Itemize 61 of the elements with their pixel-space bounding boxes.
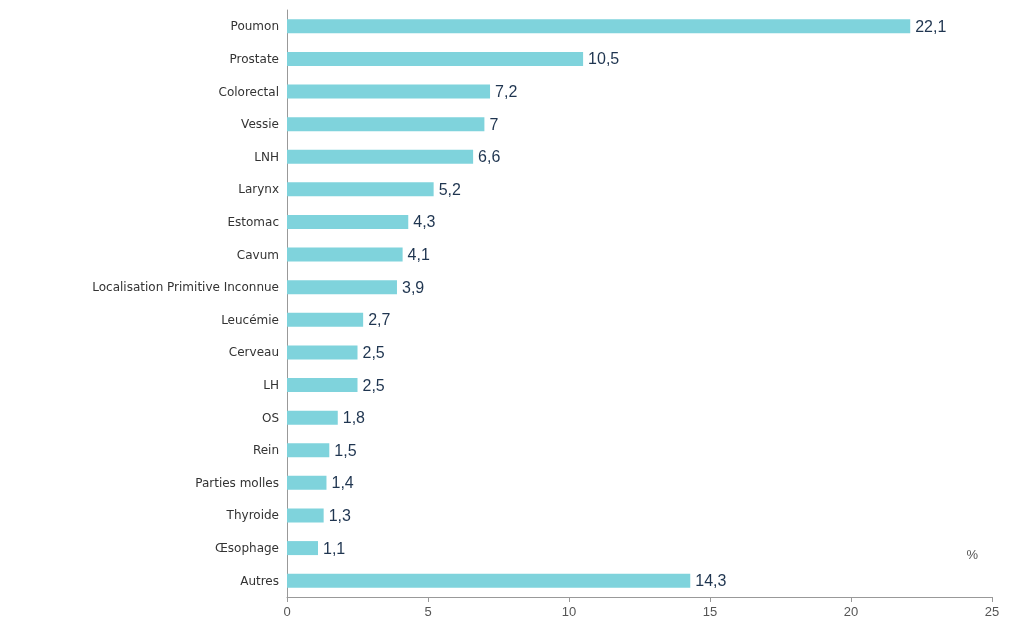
y-tick-label: Œsophage <box>214 541 279 556</box>
y-tick-label: Vessie <box>241 117 279 132</box>
bar <box>287 508 324 523</box>
data-label: 4,1 <box>407 246 430 264</box>
x-tick-label: 15 <box>702 604 718 619</box>
bar <box>287 443 330 458</box>
bar <box>287 312 364 327</box>
bar <box>287 84 491 99</box>
x-tick-label: 25 <box>984 604 1000 619</box>
bar <box>287 149 474 164</box>
y-tick-label: Cavum <box>236 247 279 262</box>
x-tick-label: 5 <box>424 604 432 619</box>
y-tick-label: Localisation Primitive Inconnue <box>92 280 279 295</box>
data-label: 10,5 <box>588 50 620 68</box>
y-tick-label: Poumon <box>230 19 279 34</box>
x-tick-label: 0 <box>283 604 291 619</box>
y-tick-label: Thyroide <box>225 508 279 523</box>
data-label: 2,5 <box>362 343 385 361</box>
y-tick-label: Cerveau <box>228 345 279 360</box>
data-label: 7 <box>489 115 499 133</box>
y-tick-label: Autres <box>240 573 279 588</box>
data-label: 3,9 <box>401 278 425 296</box>
y-tick-label: Colorectal <box>218 84 279 99</box>
y-tick-label: Prostate <box>229 51 279 66</box>
data-label: 5,2 <box>438 180 461 198</box>
data-label: 2,7 <box>368 311 391 329</box>
bar <box>287 573 691 588</box>
x-axis-title: % <box>966 547 979 562</box>
bar <box>287 541 319 556</box>
bar <box>287 214 409 229</box>
data-label: 22,1 <box>915 17 947 35</box>
y-tick-label: Larynx <box>238 182 279 197</box>
x-tick-label: 20 <box>843 604 859 619</box>
x-tick-label: 10 <box>561 604 577 619</box>
bar <box>287 51 584 66</box>
bar <box>287 475 327 490</box>
bar <box>287 182 434 197</box>
bar <box>287 19 911 34</box>
y-tick-label: Parties molles <box>195 475 279 490</box>
data-label: 14,3 <box>695 572 727 590</box>
data-label: 6,6 <box>478 148 501 166</box>
bar <box>287 280 397 295</box>
y-tick-label: Leucémie <box>221 312 279 327</box>
data-label: 1,5 <box>334 441 357 459</box>
bar <box>287 345 358 360</box>
y-tick-label: OS <box>261 410 279 425</box>
y-tick-label: LH <box>263 378 279 393</box>
bar <box>287 117 485 132</box>
data-label: 1,4 <box>331 474 354 492</box>
bar <box>287 410 338 425</box>
data-label: 4,3 <box>413 213 436 231</box>
data-label: 1,8 <box>342 409 366 427</box>
data-label: 7,2 <box>495 83 518 101</box>
data-label: 1,3 <box>328 506 351 524</box>
y-tick-label: Estomac <box>227 214 279 229</box>
bar <box>287 247 403 262</box>
y-tick-label: Rein <box>252 443 279 458</box>
data-label: 1,1 <box>323 539 346 557</box>
data-label: 2,5 <box>362 376 385 394</box>
bar <box>287 378 358 393</box>
y-tick-label: LNH <box>254 149 279 164</box>
